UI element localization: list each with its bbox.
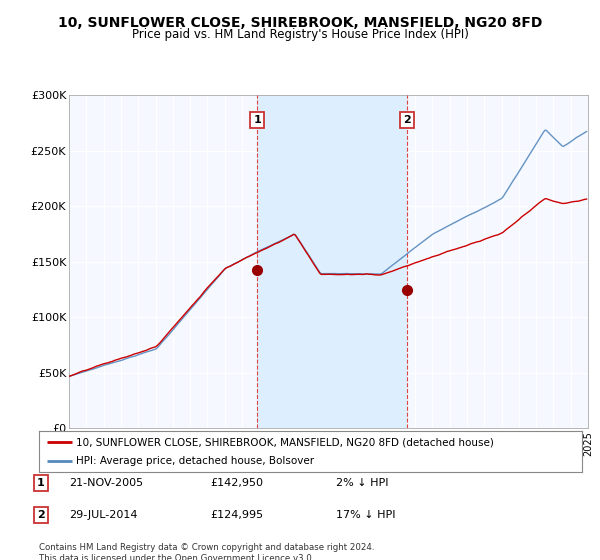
Bar bbox=[257, 95, 407, 428]
Text: £142,950: £142,950 bbox=[210, 478, 263, 488]
Text: 2: 2 bbox=[37, 510, 44, 520]
Text: Price paid vs. HM Land Registry's House Price Index (HPI): Price paid vs. HM Land Registry's House … bbox=[131, 28, 469, 41]
Text: Contains HM Land Registry data © Crown copyright and database right 2024.
This d: Contains HM Land Registry data © Crown c… bbox=[39, 543, 374, 560]
Text: 2% ↓ HPI: 2% ↓ HPI bbox=[336, 478, 389, 488]
Text: 10, SUNFLOWER CLOSE, SHIREBROOK, MANSFIELD, NG20 8FD: 10, SUNFLOWER CLOSE, SHIREBROOK, MANSFIE… bbox=[58, 16, 542, 30]
Text: 17% ↓ HPI: 17% ↓ HPI bbox=[336, 510, 395, 520]
Text: 2: 2 bbox=[403, 115, 411, 125]
Text: 1: 1 bbox=[37, 478, 44, 488]
Text: 29-JUL-2014: 29-JUL-2014 bbox=[69, 510, 137, 520]
Text: 1: 1 bbox=[253, 115, 261, 125]
Text: 21-NOV-2005: 21-NOV-2005 bbox=[69, 478, 143, 488]
Text: HPI: Average price, detached house, Bolsover: HPI: Average price, detached house, Bols… bbox=[76, 456, 314, 465]
Text: £124,995: £124,995 bbox=[210, 510, 263, 520]
Text: 10, SUNFLOWER CLOSE, SHIREBROOK, MANSFIELD, NG20 8FD (detached house): 10, SUNFLOWER CLOSE, SHIREBROOK, MANSFIE… bbox=[76, 437, 494, 447]
